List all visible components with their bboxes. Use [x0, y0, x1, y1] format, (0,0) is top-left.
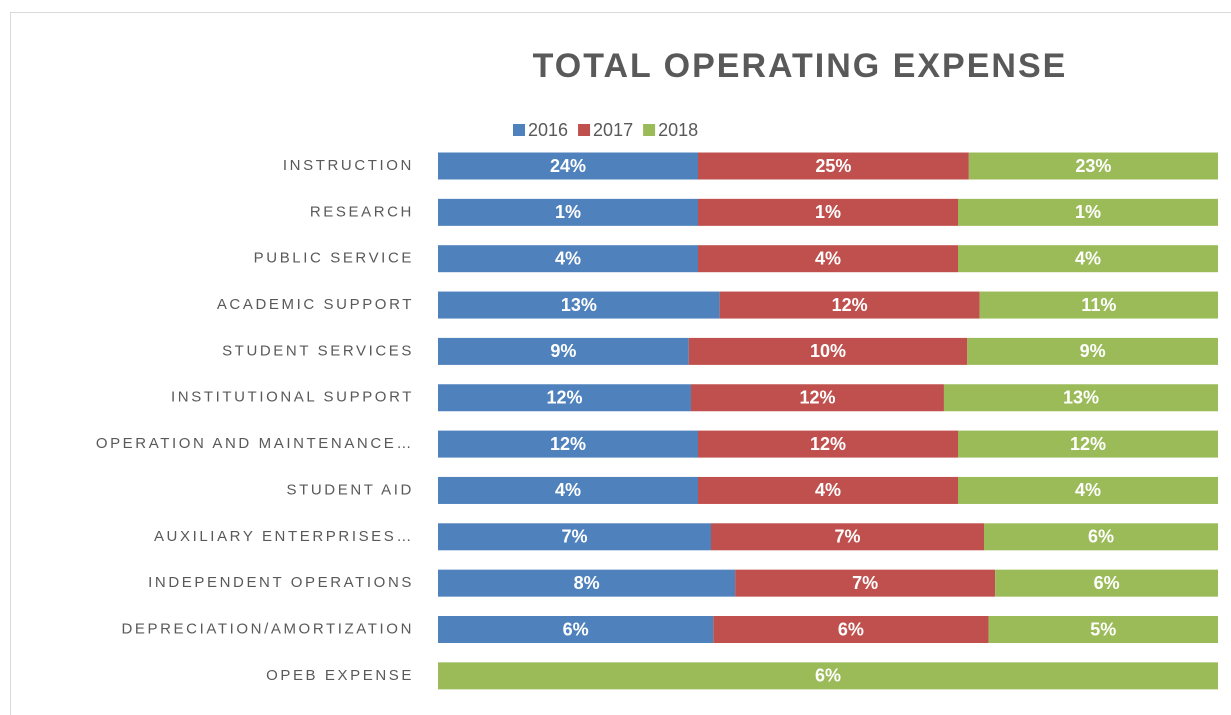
data-label: 12% — [799, 388, 835, 408]
data-label: 4% — [555, 248, 581, 268]
bar-segment — [438, 384, 691, 412]
bar-segment — [438, 152, 698, 180]
bar-segment — [958, 476, 1218, 504]
data-label: 6% — [1088, 527, 1114, 547]
bar-segment — [688, 337, 968, 365]
data-label: 6% — [563, 619, 589, 639]
bar-segment — [438, 337, 689, 365]
legend-label: 2016 — [528, 120, 568, 140]
bar-segment — [968, 152, 1218, 180]
legend-label: 2018 — [658, 120, 698, 140]
y-tick-label: OPEB EXPENSE — [266, 667, 414, 684]
bar-segment — [735, 569, 996, 597]
chart-title: TOTAL OPERATING EXPENSE — [533, 47, 1068, 85]
data-label: 12% — [546, 388, 582, 408]
bar-segment — [698, 198, 958, 226]
bar-segment — [988, 616, 1218, 643]
bar-segment — [713, 616, 989, 643]
data-label: 13% — [561, 295, 597, 315]
bar-segment — [984, 523, 1218, 551]
bar-segment — [958, 198, 1218, 226]
bar-segment — [995, 569, 1218, 597]
bar-segment — [438, 291, 720, 319]
legend-swatch — [643, 124, 656, 136]
data-label: 1% — [815, 202, 841, 222]
data-label: 4% — [1075, 248, 1101, 268]
bar-segment — [967, 337, 1218, 365]
bar-segment — [438, 430, 698, 458]
bar-segment — [438, 616, 714, 643]
bar-segment — [438, 245, 698, 273]
data-label: 12% — [810, 434, 846, 454]
data-label: 4% — [815, 248, 841, 268]
bar-segment — [438, 569, 736, 597]
data-label: 7% — [852, 573, 878, 593]
y-tick-label: STUDENT SERVICES — [222, 342, 414, 359]
data-label: 9% — [1080, 341, 1106, 361]
data-label: 12% — [1070, 434, 1106, 454]
data-label: 10% — [810, 341, 846, 361]
data-label: 12% — [550, 434, 586, 454]
bar-segment — [958, 430, 1218, 458]
bar-segment — [698, 245, 958, 273]
bar-segment — [698, 152, 969, 180]
bar-segment — [438, 198, 698, 226]
y-tick-label: DEPRECIATION/AMORTIZATION — [121, 620, 414, 637]
bar-segment — [698, 430, 958, 458]
data-label: 4% — [1075, 480, 1101, 500]
data-label: 24% — [550, 156, 586, 176]
data-label: 25% — [815, 156, 851, 176]
data-label: 6% — [838, 619, 864, 639]
data-label: 6% — [815, 666, 841, 686]
bar-segment — [719, 291, 980, 319]
data-label: 12% — [832, 295, 868, 315]
bar-segment — [698, 476, 958, 504]
data-label: 1% — [1075, 202, 1101, 222]
bar-segment — [690, 384, 944, 412]
y-tick-label: INDEPENDENT OPERATIONS — [148, 574, 414, 591]
bar-segment — [438, 523, 711, 551]
legend-label: 2017 — [593, 120, 633, 140]
data-label: 11% — [1081, 295, 1116, 315]
data-label: 4% — [555, 480, 581, 500]
data-label: 5% — [1090, 619, 1116, 639]
data-label: 9% — [550, 341, 576, 361]
bar-segment — [438, 662, 1218, 690]
data-label: 8% — [574, 573, 600, 593]
y-tick-label: STUDENT AID — [286, 481, 414, 498]
y-tick-label: ACADEMIC SUPPORT — [217, 296, 414, 313]
data-label: 13% — [1063, 388, 1099, 408]
y-tick-label: PUBLIC SERVICE — [254, 250, 414, 267]
y-tick-label: OPERATION AND MAINTENANCE… — [96, 435, 414, 452]
data-label: 6% — [1094, 573, 1120, 593]
y-tick-label: RESEARCH — [310, 203, 414, 220]
bar-segment — [438, 476, 698, 504]
y-tick-label: INSTRUCTION — [283, 157, 414, 174]
legend-swatch — [578, 124, 591, 136]
data-label: 7% — [561, 527, 587, 547]
data-label: 1% — [555, 202, 581, 222]
y-tick-label: AUXILIARY ENTERPRISES… — [154, 528, 414, 545]
y-tick-label: INSTITUTIONAL SUPPORT — [171, 389, 414, 406]
bar-segment — [958, 245, 1218, 273]
bar-segment — [979, 291, 1218, 319]
bar-segment — [943, 384, 1218, 412]
data-label: 23% — [1075, 156, 1111, 176]
data-label: 4% — [815, 480, 841, 500]
data-label: 7% — [834, 527, 860, 547]
bar-segment — [711, 523, 984, 551]
chart-border — [10, 12, 1231, 715]
legend-swatch — [513, 124, 525, 136]
